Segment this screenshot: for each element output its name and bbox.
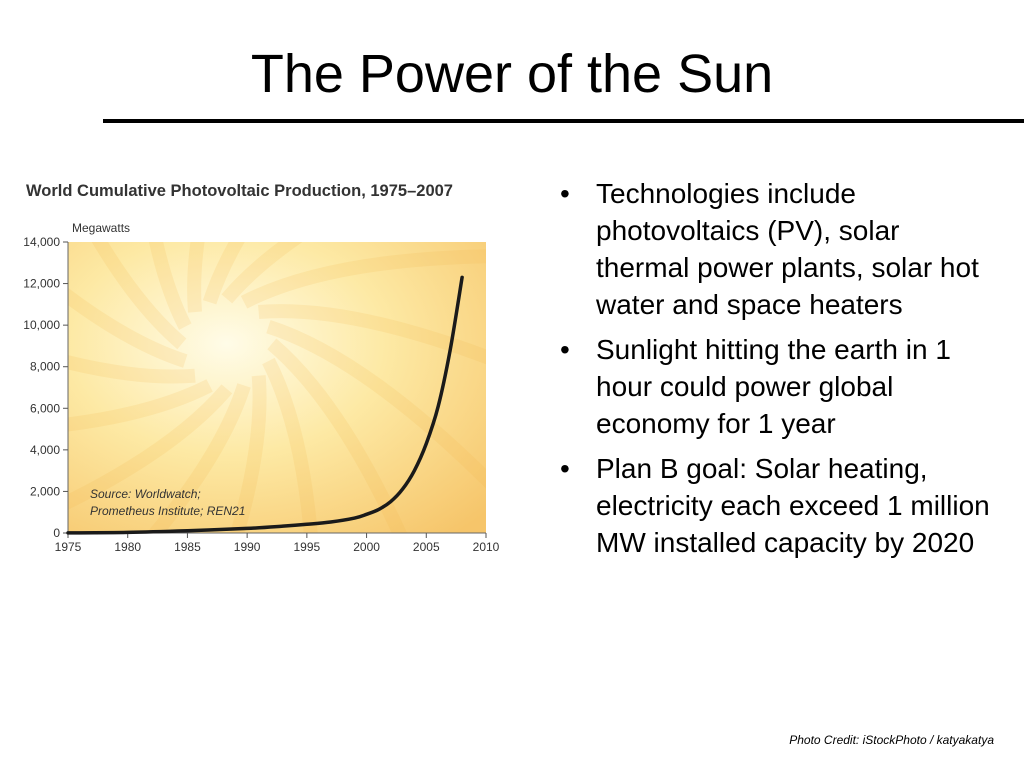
sun-ray (262, 357, 318, 533)
y-tick-label: 6,000 (30, 401, 60, 415)
bullet-text: Plan B goal: Solar heating, electricity … (596, 453, 990, 558)
plot-area (68, 242, 486, 533)
y-tick-label: 0 (53, 526, 60, 540)
y-tick-label: 14,000 (23, 235, 60, 249)
sun-ray (68, 384, 233, 510)
bullet-icon: • (560, 178, 570, 209)
sun-ray (267, 338, 408, 533)
x-tick-label: 1985 (174, 540, 201, 554)
bullet-item: • Plan B goal: Solar heating, electricity… (560, 450, 1000, 561)
bullet-icon: • (560, 334, 570, 365)
x-tick-label: 1995 (294, 540, 321, 554)
y-tick-label: 10,000 (23, 318, 60, 332)
source-note-line-2: Prometheus Institute; REN21 (90, 504, 245, 518)
sun-ray (68, 287, 188, 368)
y-tick-label: 12,000 (23, 277, 60, 291)
x-tick-label: 2005 (413, 540, 440, 554)
sun-ray (146, 383, 251, 533)
x-tick-label: 1975 (55, 540, 82, 554)
x-tick-label: 1980 (114, 540, 141, 554)
sun-ray (221, 242, 303, 304)
sun-ray (68, 355, 196, 384)
sun-ray (68, 379, 213, 432)
sun-ray (202, 242, 245, 305)
sun-ray (258, 304, 486, 365)
source-note-line-1: Source: Worldwatch; (90, 487, 201, 501)
bullet-item: • Technologies include photovoltaics (PV)… (560, 175, 1000, 323)
chart-ticks: 0 2,000 4,000 6,000 8,000 10,000 12,000 14,000 1… (23, 235, 499, 554)
sun-ray (91, 242, 187, 350)
sun-ray (148, 242, 192, 330)
bullet-icon: • (560, 453, 570, 484)
y-axis-unit-label: Megawatts (72, 221, 130, 235)
y-tick-label: 8,000 (30, 360, 60, 374)
sun-ray (266, 319, 486, 489)
pv-production-chart: World Cumulative Photovoltaic Production… (10, 170, 530, 570)
series-line-pv-production (66, 275, 464, 535)
bullet-text: Sunlight hitting the earth in 1 hour cou… (596, 334, 951, 439)
bullet-text: Technologies include photovoltaics (PV),… (596, 178, 979, 320)
page-title: The Power of the Sun (250, 44, 774, 104)
y-tick-label: 4,000 (30, 443, 60, 457)
bullet-list: • Technologies include photovoltaics (PV)… (560, 175, 1000, 569)
photo-credit: Photo Credit: iStockPhoto / katyakatya (789, 733, 994, 747)
y-tick-label: 2,000 (30, 484, 60, 498)
x-tick-label: 2000 (353, 540, 380, 554)
x-tick-label: 1990 (234, 540, 261, 554)
chart-title: World Cumulative Photovoltaic Production… (26, 182, 453, 200)
x-tick-label: 2010 (473, 540, 500, 554)
sun-ray (229, 375, 267, 533)
sun-ray (187, 242, 205, 313)
chart-canvas: World Cumulative Photovoltaic Production… (23, 182, 499, 554)
bullet-item: • Sunlight hitting the earth in 1 hour co… (560, 331, 1000, 442)
sun-ray (240, 249, 486, 309)
title-divider (103, 119, 1024, 123)
sun-rays-decoration (68, 242, 486, 533)
